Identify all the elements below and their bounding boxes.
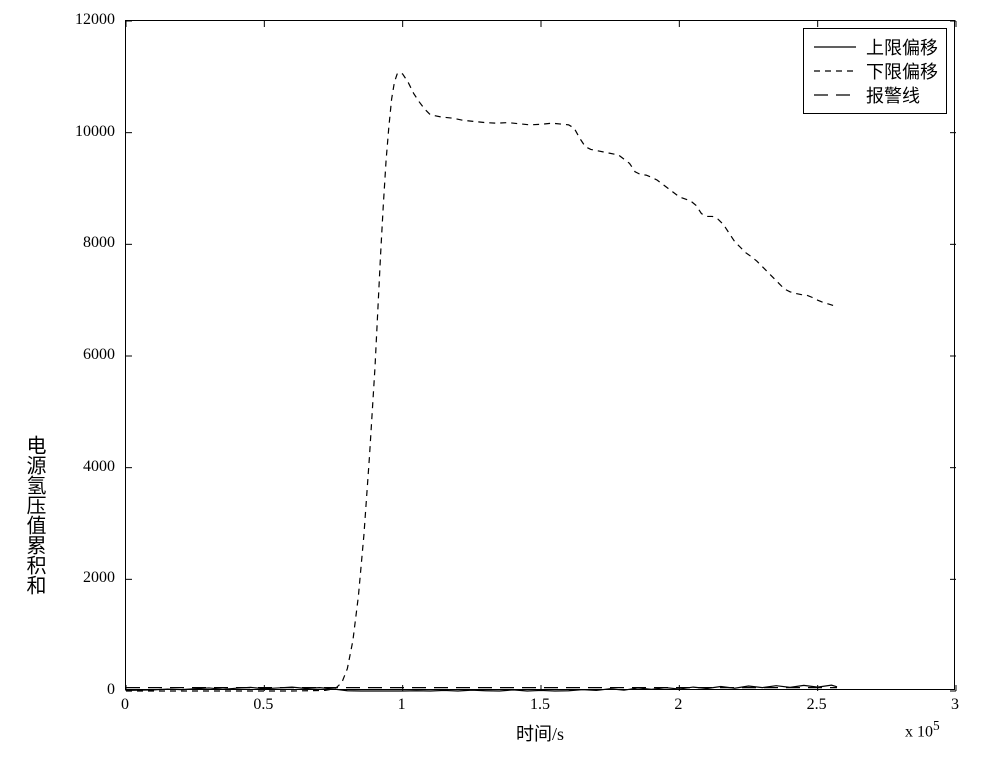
legend: 上限偏移下限偏移报警线 (803, 28, 947, 114)
x-tick-label: 2.5 (807, 696, 827, 714)
y-tick-label: 0 (107, 681, 115, 699)
y-tick-label: 4000 (83, 458, 115, 476)
x-tick-label: 1 (398, 696, 406, 714)
y-tick-label: 8000 (83, 234, 115, 252)
plot-svg (126, 21, 956, 691)
legend-swatch (812, 85, 858, 105)
legend-item: 上限偏移 (812, 35, 938, 59)
y-tick-label: 6000 (83, 346, 115, 364)
x-tick-label: 0.5 (253, 696, 273, 714)
legend-item: 下限偏移 (812, 59, 938, 83)
x-tick-label: 1.5 (530, 696, 550, 714)
y-tick-label: 10000 (75, 123, 115, 141)
legend-label: 下限偏移 (866, 58, 938, 84)
plot-area (125, 20, 955, 690)
x-axis-multiplier-exp: 5 (933, 718, 940, 733)
legend-swatch (812, 61, 858, 81)
x-axis-multiplier: x 105 (905, 718, 940, 741)
y-tick-label: 12000 (75, 11, 115, 29)
y-axis-label: 电源氢压值累积和 (20, 435, 49, 595)
x-tick-label: 2 (674, 696, 682, 714)
x-tick-label: 0 (121, 696, 129, 714)
x-tick-label: 3 (951, 696, 959, 714)
legend-label: 上限偏移 (866, 34, 938, 60)
x-axis-label: 时间/s (516, 720, 564, 746)
y-tick-label: 2000 (83, 569, 115, 587)
x-axis-multiplier-text: x 10 (905, 723, 933, 740)
legend-item: 报警线 (812, 83, 938, 107)
legend-label: 报警线 (866, 82, 920, 108)
legend-swatch (812, 37, 858, 57)
chart-container: 电源氢压值累积和 时间/s x 105 上限偏移下限偏移报警线 0 0.5 1 1.5… (0, 0, 1000, 777)
